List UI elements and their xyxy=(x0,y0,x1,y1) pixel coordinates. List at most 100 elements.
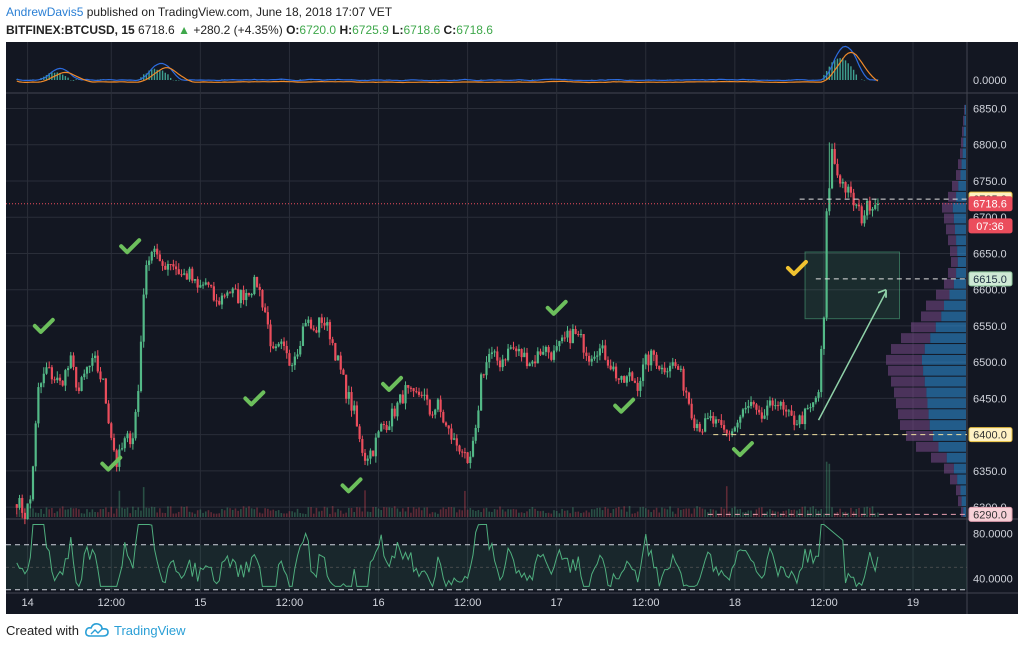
volume-bar xyxy=(674,513,677,517)
candle-body xyxy=(450,428,453,440)
macd-hist-bar xyxy=(51,72,53,80)
volume-bar xyxy=(331,506,334,517)
volume-bar xyxy=(715,510,717,517)
candle-body xyxy=(253,276,256,295)
volume-bar xyxy=(18,508,21,517)
volume-bar xyxy=(183,507,185,517)
volume-bar xyxy=(291,511,293,517)
candle-body xyxy=(569,330,572,344)
price-tick-label: 6550.0 xyxy=(973,321,1007,333)
candle-body xyxy=(323,322,326,326)
candle-body xyxy=(463,452,467,454)
volume-profile-bar-down xyxy=(896,398,928,409)
volume-bar xyxy=(620,509,623,517)
candle-body xyxy=(563,337,566,339)
volume-bar xyxy=(148,508,150,517)
candle-body xyxy=(828,188,831,212)
candle-body xyxy=(874,205,877,209)
candle-body xyxy=(444,422,448,426)
volume-bar xyxy=(264,508,266,517)
candle-body xyxy=(299,345,302,355)
volume-bar xyxy=(204,511,207,517)
price-label-box xyxy=(968,218,1013,234)
macd-hist-bar xyxy=(855,74,858,80)
candle-body xyxy=(668,365,672,372)
candle-body xyxy=(102,378,105,380)
candle-body xyxy=(504,359,507,361)
volume-bar xyxy=(615,508,617,517)
author-link[interactable]: AndrewDavis5 xyxy=(6,5,84,19)
chart-header: AndrewDavis5 published on TradingView.co… xyxy=(6,3,1018,43)
volume-profile-bar-down xyxy=(942,202,953,213)
candle-body xyxy=(830,149,834,189)
candle-body xyxy=(280,341,283,344)
candle-body xyxy=(382,423,386,426)
volume-bar xyxy=(461,510,464,517)
candle-body xyxy=(868,200,871,211)
volume-bar xyxy=(858,507,860,517)
volume-bar xyxy=(761,507,763,517)
candle-body xyxy=(677,366,680,370)
volume-bar xyxy=(48,509,50,517)
candle-body xyxy=(825,211,828,318)
macd-hist-bar xyxy=(159,69,161,80)
macd-hist-bar xyxy=(67,77,69,80)
volume-bar xyxy=(321,510,323,517)
volume-profile-bar-up xyxy=(949,289,966,300)
volume-bar xyxy=(496,509,499,517)
volume-bar xyxy=(763,513,766,517)
volume-bar xyxy=(771,510,774,517)
volume-profile-bar-up xyxy=(956,267,966,278)
candle-body xyxy=(566,330,569,338)
candle-body xyxy=(682,368,685,391)
candle-body xyxy=(876,203,880,206)
candle-body xyxy=(771,400,774,406)
candle-body xyxy=(18,498,21,508)
volume-bar xyxy=(177,511,180,517)
candle-body xyxy=(587,355,591,362)
open-value: 6720.0 xyxy=(299,23,337,37)
candle-body xyxy=(758,409,761,413)
rsi-tick-label: 40.0000 xyxy=(973,574,1013,586)
macd-hist-bar xyxy=(844,60,847,80)
volume-bar xyxy=(666,509,669,517)
candle-body xyxy=(768,400,772,406)
candle-body xyxy=(318,317,321,333)
volume-profile-bar-down xyxy=(906,431,933,441)
candle-body xyxy=(126,433,129,439)
volume-bar xyxy=(750,510,752,517)
volume-bar xyxy=(337,508,339,517)
volume-bar xyxy=(669,506,671,517)
candle-body xyxy=(304,322,307,327)
tradingview-brand[interactable]: TradingView xyxy=(85,623,186,638)
volume-bar xyxy=(226,507,229,517)
candle-body xyxy=(420,394,423,396)
volume-bar xyxy=(15,513,18,517)
candle-body xyxy=(326,322,329,326)
volume-bar xyxy=(747,510,750,517)
volume-bar xyxy=(866,506,868,517)
volume-bar xyxy=(353,512,356,517)
candle-body xyxy=(841,181,844,184)
volume-bar xyxy=(285,513,288,517)
volume-bar xyxy=(37,513,40,517)
candle-body xyxy=(709,415,712,419)
candle-body xyxy=(704,418,707,432)
candle-body xyxy=(863,215,866,224)
time-tick-label: 12:00 xyxy=(632,597,660,609)
macd-hist-bar xyxy=(75,79,77,80)
volume-bar xyxy=(447,507,450,517)
candle-body xyxy=(309,319,313,329)
macd-hist-bar xyxy=(175,80,177,81)
price-label-box xyxy=(968,271,1013,287)
candle-body xyxy=(658,365,661,370)
volume-bar xyxy=(150,506,153,517)
time-tick-label: 16 xyxy=(372,597,384,609)
candle-body xyxy=(112,437,116,451)
chart-canvas[interactable]: 6850.06800.06750.06700.06650.06600.06550… xyxy=(0,42,1024,614)
candle-body xyxy=(814,397,817,403)
price-label-box xyxy=(968,196,1013,212)
volume-bar xyxy=(626,511,628,517)
volume-bar xyxy=(78,509,80,517)
candle-body xyxy=(539,351,542,355)
